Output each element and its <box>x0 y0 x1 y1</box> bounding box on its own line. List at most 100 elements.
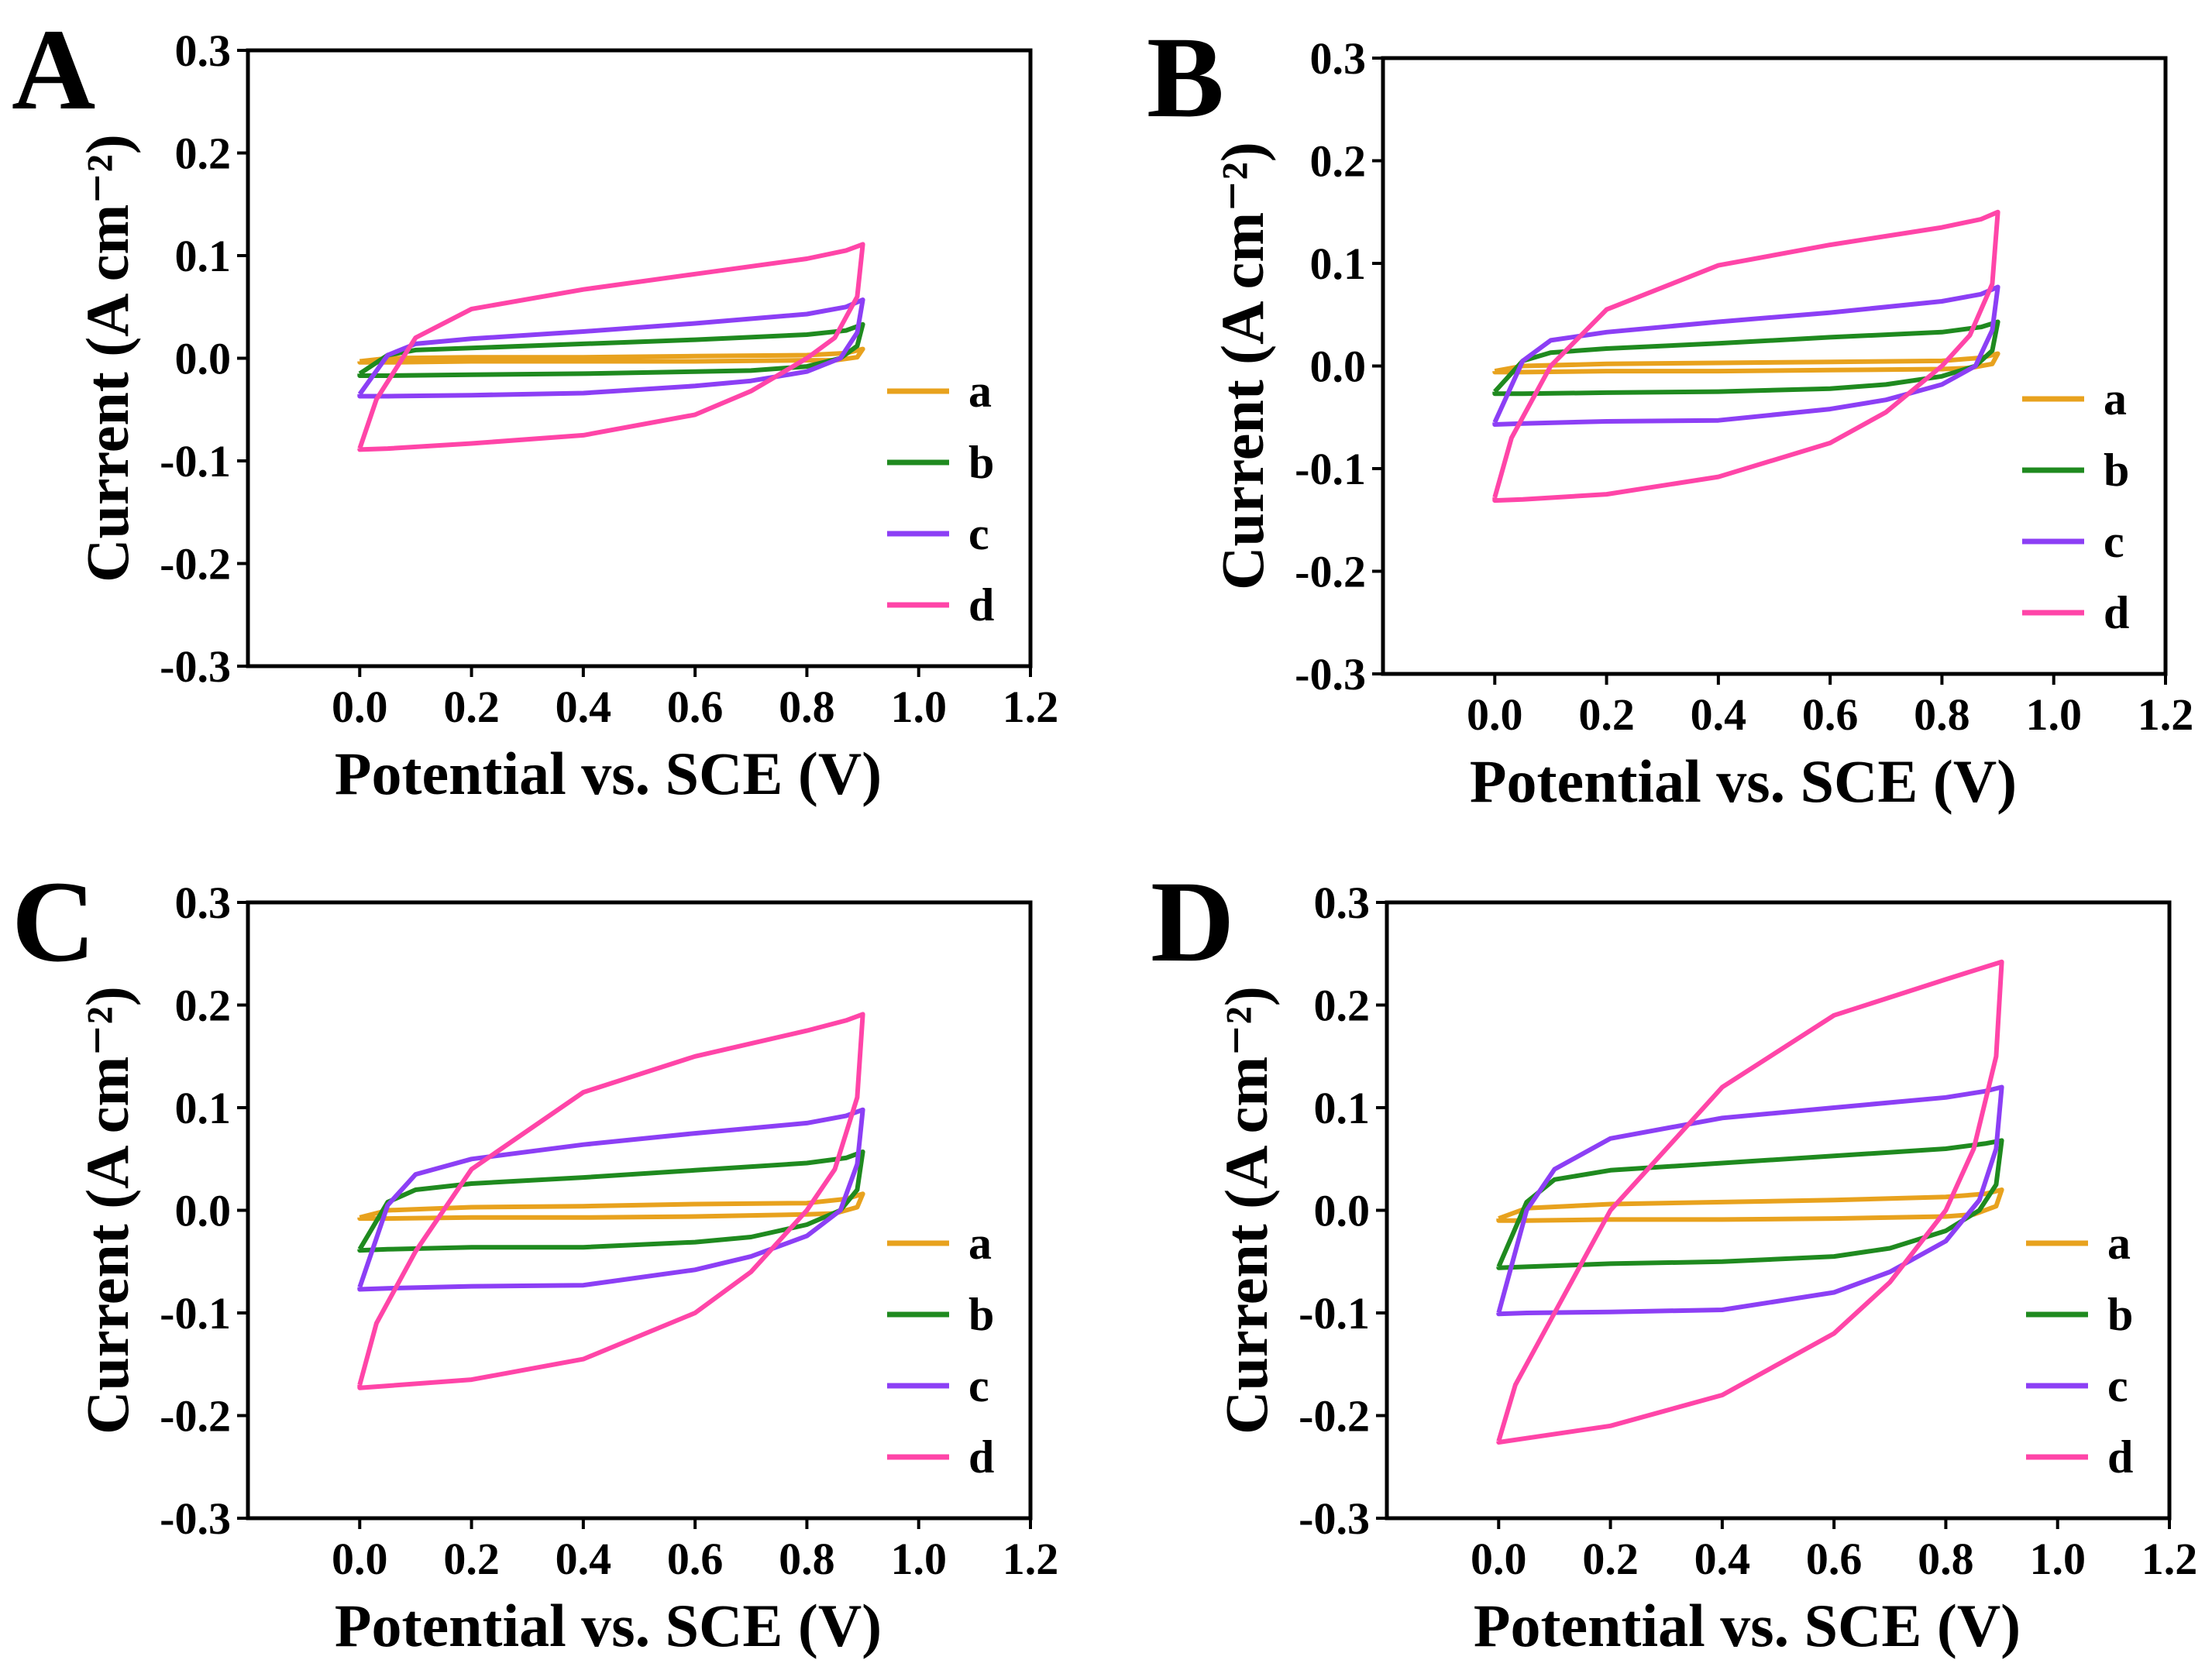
x-tick-label: 0.2 <box>443 1534 500 1584</box>
y-tick-label: -0.2 <box>1295 547 1366 597</box>
x-tick-label: 0.4 <box>1691 689 1747 740</box>
x-tick-label: 1.2 <box>2138 689 2194 740</box>
series-a-curve <box>1496 1187 2004 1223</box>
x-axis-label: Potential vs. SCE (V) <box>335 1592 882 1659</box>
x-tick-label: 0.8 <box>1918 1534 1974 1584</box>
legend-label-c: c <box>2107 1360 2128 1411</box>
x-tick-label: 1.0 <box>2029 1534 2086 1584</box>
series-b-curve <box>1492 319 2000 397</box>
y-tick-label: -0.2 <box>1299 1391 1370 1442</box>
panel-letter: C <box>12 857 95 986</box>
x-tick-label: 0.8 <box>779 682 835 732</box>
x-tick-label: 0.2 <box>443 682 500 732</box>
legend-label-b: b <box>968 1289 994 1340</box>
x-axis-label: Potential vs. SCE (V) <box>1474 1592 2021 1659</box>
plot-frame <box>246 900 1033 1521</box>
y-tick-label: -0.3 <box>1295 649 1366 699</box>
x-tick-label: 0.0 <box>1471 1534 1527 1584</box>
legend-label-c: c <box>968 1360 989 1411</box>
y-tick-label: 0.3 <box>175 878 232 928</box>
x-tick-label: 0.8 <box>1914 689 1970 740</box>
panel-B: B 0.3 0.2 0.1 0.0 -0.1 -0.2 -0.3 0.0 0.2 0.4 0.6 0.8… <box>1147 13 2193 815</box>
series-c-curve <box>357 297 865 399</box>
x-tick-label: 1.0 <box>2025 689 2082 740</box>
x-tick-label: 0.2 <box>1578 689 1635 740</box>
x-tick-label: 0.6 <box>1802 689 1859 740</box>
y-tick-label: 0.2 <box>1310 136 1367 187</box>
y-tick-label: 0.1 <box>175 1083 232 1133</box>
legend-label-b: b <box>2107 1289 2133 1340</box>
y-tick-label: -0.1 <box>1295 444 1366 494</box>
legend-label-d: d <box>2104 587 2129 638</box>
panel-A: A 0.3 0.2 0.1 0.0 -0.1 -0.2 -0.3 0.0 0.2 0.4 0.6 0.8… <box>12 5 1058 807</box>
series-a-curve <box>357 346 865 365</box>
panel-letter: B <box>1147 13 1224 142</box>
series-c-curve <box>1492 284 2000 427</box>
y-tick-label: -0.3 <box>1299 1493 1370 1544</box>
series-c-curve <box>1496 1084 2004 1317</box>
y-axis-label: Current (A cm⁻²) <box>74 134 141 582</box>
x-axis-label: Potential vs. SCE (V) <box>1470 747 2017 815</box>
series-d-curve <box>357 242 865 452</box>
x-tick-label: 0.6 <box>667 1534 724 1584</box>
y-axis-label: Current (A cm⁻²) <box>74 986 141 1435</box>
y-tick-label: -0.2 <box>160 1391 231 1442</box>
legend-label-b: b <box>2104 445 2129 496</box>
y-tick-label: 0.2 <box>175 981 232 1031</box>
legend-label-c: c <box>2104 516 2124 567</box>
x-axis-label: Potential vs. SCE (V) <box>335 740 882 807</box>
legend-label-d: d <box>968 1431 994 1483</box>
x-tick-label: 1.0 <box>890 682 947 732</box>
legend-label-a: a <box>968 366 992 417</box>
x-tick-label: 0.0 <box>332 1534 388 1584</box>
y-tick-label: 0.0 <box>1310 342 1367 392</box>
y-tick-label: -0.1 <box>160 1288 231 1339</box>
y-tick-label: 0.3 <box>1310 33 1367 84</box>
series-d-curve <box>357 1012 865 1390</box>
y-axis-label: Current (A cm⁻²) <box>1213 986 1280 1435</box>
legend-label-c: c <box>968 508 989 559</box>
y-tick-label: 0.0 <box>175 1186 232 1236</box>
y-tick-label: -0.3 <box>160 641 231 692</box>
y-tick-label: 0.2 <box>175 129 232 179</box>
series-d-curve <box>1496 959 2004 1445</box>
series-d-curve <box>1492 209 2000 503</box>
y-tick-label: 0.1 <box>1314 1083 1371 1133</box>
legend-label-a: a <box>2107 1218 2131 1269</box>
x-tick-label: 0.0 <box>1467 689 1523 740</box>
legend-label-a: a <box>2104 373 2127 424</box>
plot-frame <box>1381 56 2168 676</box>
legend-label-d: d <box>968 579 994 631</box>
x-tick-label: 1.2 <box>1003 682 1059 732</box>
panel-letter: A <box>12 5 95 134</box>
x-tick-label: 0.0 <box>332 682 388 732</box>
series-b-curve <box>1496 1138 2004 1270</box>
x-tick-label: 0.4 <box>556 682 612 732</box>
y-tick-label: 0.0 <box>1314 1186 1371 1236</box>
x-tick-label: 0.8 <box>779 1534 835 1584</box>
x-tick-label: 0.2 <box>1582 1534 1639 1584</box>
legend-label-a: a <box>968 1218 992 1269</box>
y-tick-label: 0.0 <box>175 334 232 384</box>
series-b-curve <box>357 321 865 378</box>
legend-label-b: b <box>968 437 994 488</box>
x-tick-label: 1.2 <box>1003 1534 1059 1584</box>
y-tick-label: -0.2 <box>160 539 231 589</box>
y-axis-label: Current (A cm⁻²) <box>1209 142 1276 590</box>
y-tick-label: 0.1 <box>175 231 232 281</box>
series-a-curve <box>1492 351 2000 375</box>
y-tick-label: 0.3 <box>1314 878 1371 928</box>
x-tick-label: 0.4 <box>1694 1534 1751 1584</box>
x-tick-label: 1.2 <box>2141 1534 2198 1584</box>
series-a-curve <box>357 1191 865 1222</box>
y-tick-label: -0.3 <box>160 1493 231 1544</box>
panel-D: D 0.3 0.2 0.1 0.0 -0.1 -0.2 -0.3 0.0 0.2 0.4 0.6 0.8… <box>1151 857 2197 1659</box>
series-c-curve <box>357 1107 865 1292</box>
panel-letter: D <box>1151 857 1234 986</box>
x-tick-label: 0.6 <box>667 682 724 732</box>
legend-label-d: d <box>2107 1431 2133 1483</box>
y-tick-label: -0.1 <box>160 436 231 486</box>
x-tick-label: 0.4 <box>556 1534 612 1584</box>
y-tick-label: 0.2 <box>1314 981 1371 1031</box>
